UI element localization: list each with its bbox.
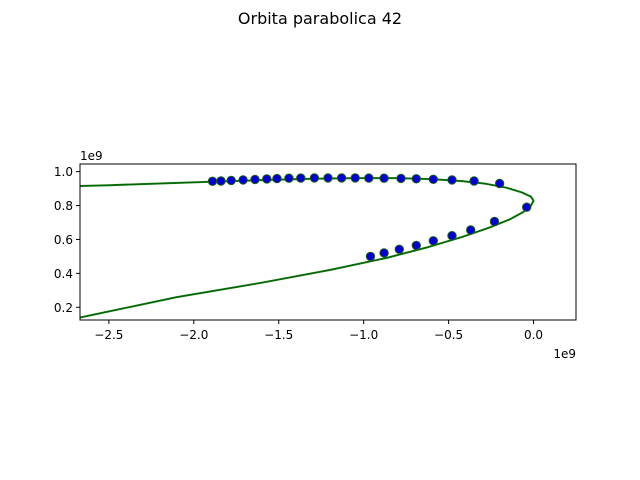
data-point — [396, 173, 406, 184]
data-point — [250, 174, 260, 185]
data-point — [262, 174, 272, 184]
x-tick-label: 0.0 — [524, 328, 543, 342]
data-point — [411, 240, 421, 251]
data-point — [447, 175, 457, 185]
data-point — [522, 202, 532, 212]
data-point — [411, 174, 421, 184]
y-tick-label: 0.6 — [54, 233, 73, 247]
x-tick-label: −1.5 — [264, 328, 293, 342]
data-point — [394, 244, 404, 255]
y-axis: 0.2 0.4 0.6 0.8 1.0 — [54, 165, 80, 315]
y-tick-label: 0.8 — [54, 199, 73, 213]
data-point — [379, 248, 389, 258]
chart-title: Orbita parabolica 42 — [238, 9, 402, 28]
orbit-curve — [80, 177, 535, 319]
data-point — [447, 231, 457, 241]
x-tick-label: −0.5 — [434, 328, 463, 342]
data-point — [296, 173, 306, 183]
x-axis: −2.5 −2.0 −1.5 −1.0 −0.5 0.0 — [94, 320, 543, 342]
data-point — [365, 251, 376, 262]
y-offset-label: 1e9 — [80, 149, 103, 163]
data-point — [379, 173, 389, 183]
y-tick-label: 0.2 — [54, 301, 73, 315]
data-point — [238, 175, 248, 185]
data-point — [272, 173, 282, 184]
plot-area — [80, 173, 535, 319]
data-point — [489, 216, 500, 227]
data-point — [466, 225, 476, 235]
data-point — [428, 174, 438, 185]
data-point — [226, 175, 236, 186]
data-point — [323, 173, 333, 183]
y-tick-label: 0.4 — [54, 267, 73, 281]
data-point — [350, 173, 360, 183]
data-point — [284, 173, 294, 183]
data-point — [364, 173, 374, 183]
x-tick-label: −2.0 — [179, 328, 208, 342]
data-point — [494, 178, 505, 189]
data-point — [469, 176, 479, 186]
axes-frame — [79, 163, 577, 321]
x-offset-label: 1e9 — [553, 347, 576, 361]
x-tick-label: −1.0 — [349, 328, 378, 342]
data-point — [207, 176, 218, 187]
orbit-curve-inner — [80, 177, 534, 318]
data-point — [336, 173, 347, 183]
data-point — [216, 176, 226, 186]
y-tick-label: 1.0 — [54, 165, 73, 179]
data-point — [428, 236, 438, 246]
x-tick-label: −2.5 — [94, 328, 123, 342]
data-point — [309, 173, 320, 183]
